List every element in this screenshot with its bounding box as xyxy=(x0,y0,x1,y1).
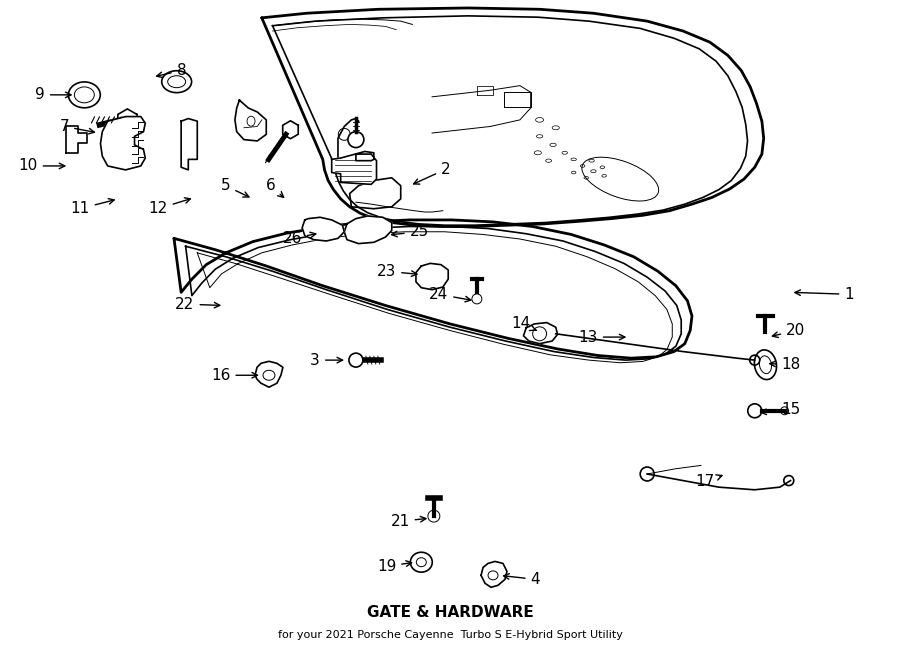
Text: 8: 8 xyxy=(157,63,186,78)
Text: 21: 21 xyxy=(391,514,426,529)
Polygon shape xyxy=(235,100,266,141)
Text: for your 2021 Porsche Cayenne  Turbo S E-Hybrid Sport Utility: for your 2021 Porsche Cayenne Turbo S E-… xyxy=(277,629,623,640)
Polygon shape xyxy=(332,151,376,184)
Text: 14: 14 xyxy=(511,317,536,331)
Text: 24: 24 xyxy=(429,287,471,302)
Polygon shape xyxy=(302,217,344,241)
Text: 16: 16 xyxy=(212,368,257,383)
Text: 2: 2 xyxy=(414,162,451,184)
Text: 20: 20 xyxy=(772,323,806,338)
Polygon shape xyxy=(67,126,87,153)
Text: 7: 7 xyxy=(59,119,94,134)
Polygon shape xyxy=(416,263,448,290)
Text: 15: 15 xyxy=(760,402,801,417)
Text: 3: 3 xyxy=(310,352,343,368)
Text: 6: 6 xyxy=(266,178,284,198)
Text: 25: 25 xyxy=(392,224,429,239)
Polygon shape xyxy=(181,118,197,170)
Circle shape xyxy=(349,353,363,367)
Polygon shape xyxy=(482,561,507,588)
Text: GATE & HARDWARE: GATE & HARDWARE xyxy=(366,605,534,620)
Text: 10: 10 xyxy=(19,159,65,173)
Text: 1: 1 xyxy=(795,287,854,302)
Ellipse shape xyxy=(75,87,94,103)
Text: 17: 17 xyxy=(695,475,722,489)
Circle shape xyxy=(348,132,364,147)
Text: 19: 19 xyxy=(377,559,411,574)
Text: 5: 5 xyxy=(220,178,249,197)
Polygon shape xyxy=(524,323,557,344)
Polygon shape xyxy=(118,109,137,131)
Polygon shape xyxy=(283,121,298,139)
Polygon shape xyxy=(344,216,392,244)
Text: 13: 13 xyxy=(579,330,625,344)
Text: 18: 18 xyxy=(770,357,801,372)
Text: 26: 26 xyxy=(283,231,316,246)
Text: 4: 4 xyxy=(504,572,540,587)
Circle shape xyxy=(472,294,482,304)
Text: 11: 11 xyxy=(70,199,114,216)
Ellipse shape xyxy=(167,76,185,88)
Text: 9: 9 xyxy=(35,87,71,102)
Polygon shape xyxy=(255,362,283,387)
Text: 12: 12 xyxy=(148,198,191,216)
Text: 22: 22 xyxy=(176,297,220,312)
Text: 23: 23 xyxy=(377,264,417,279)
Polygon shape xyxy=(101,116,145,170)
